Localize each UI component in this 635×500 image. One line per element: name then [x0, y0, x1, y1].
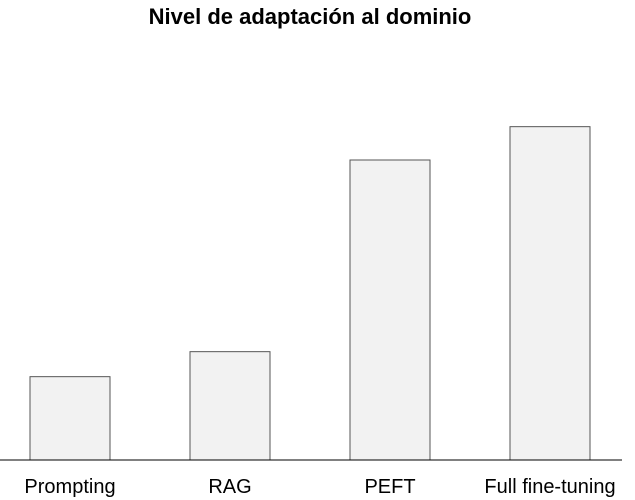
bar-peft — [349, 159, 431, 461]
bar-full-fine-tuning — [509, 126, 591, 461]
chart-title: Nivel de adaptación al dominio — [149, 4, 472, 29]
x-tick-label: Full fine-tuning — [484, 476, 615, 498]
bar-prompting — [29, 376, 111, 461]
x-tick-labels-group: Prompting RAG PEFT Full fine-tuning — [24, 476, 615, 498]
x-tick-label: PEFT — [364, 476, 415, 498]
x-tick-label: RAG — [208, 476, 251, 498]
x-tick-label: Prompting — [24, 476, 115, 498]
bar-rag — [189, 351, 271, 461]
bars-group — [29, 126, 591, 461]
